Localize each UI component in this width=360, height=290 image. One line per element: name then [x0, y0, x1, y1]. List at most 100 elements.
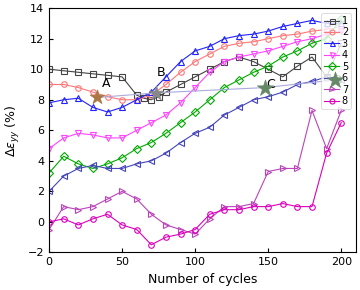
6 — [47, 190, 51, 193]
7 — [149, 213, 153, 216]
Line: 7: 7 — [46, 108, 344, 237]
4 — [105, 136, 110, 140]
1 — [266, 68, 270, 71]
4 — [266, 49, 270, 53]
7 — [76, 208, 80, 211]
1 — [295, 64, 300, 68]
8 — [135, 228, 139, 231]
4 — [295, 40, 300, 44]
1 — [237, 55, 241, 59]
1 — [157, 95, 161, 98]
7 — [62, 205, 66, 208]
Line: 4: 4 — [46, 28, 344, 151]
8 — [193, 228, 197, 231]
1 — [120, 75, 124, 79]
4 — [47, 147, 51, 150]
2 — [76, 86, 80, 89]
3 — [164, 75, 168, 79]
6 — [120, 167, 124, 170]
Point — [333, 78, 338, 82]
1 — [149, 98, 153, 102]
2 — [339, 25, 343, 28]
5 — [208, 98, 212, 102]
1 — [222, 60, 226, 63]
8 — [222, 208, 226, 211]
5 — [266, 64, 270, 68]
3 — [295, 22, 300, 25]
8 — [208, 213, 212, 216]
1 — [324, 75, 329, 79]
1 — [62, 69, 66, 72]
4 — [237, 55, 241, 59]
2 — [266, 37, 270, 40]
5 — [310, 41, 314, 45]
7 — [237, 205, 241, 208]
7 — [193, 232, 197, 236]
8 — [164, 235, 168, 239]
1 — [142, 97, 146, 100]
8 — [91, 217, 95, 221]
3 — [62, 98, 66, 102]
7 — [310, 109, 314, 112]
Text: A: A — [102, 77, 110, 90]
7 — [208, 217, 212, 221]
6 — [339, 78, 343, 82]
1 — [208, 68, 212, 71]
1 — [47, 68, 51, 71]
7 — [339, 109, 343, 112]
1 — [310, 55, 314, 59]
7 — [105, 197, 110, 201]
5 — [193, 110, 197, 114]
6 — [237, 106, 241, 109]
Line: 6: 6 — [46, 74, 344, 194]
6 — [164, 151, 168, 155]
7 — [251, 202, 256, 205]
5 — [237, 78, 241, 82]
8 — [179, 232, 183, 236]
3 — [120, 106, 124, 109]
7 — [324, 147, 329, 150]
1 — [193, 75, 197, 79]
5 — [339, 17, 343, 21]
8 — [120, 223, 124, 227]
6 — [251, 98, 256, 102]
8 — [105, 213, 110, 216]
1 — [339, 41, 343, 45]
8 — [310, 205, 314, 208]
6 — [105, 167, 110, 170]
2 — [179, 70, 183, 74]
2 — [91, 90, 95, 94]
4 — [164, 113, 168, 117]
8 — [266, 205, 270, 208]
2 — [164, 83, 168, 86]
Point — [153, 90, 159, 95]
8 — [237, 208, 241, 211]
3 — [193, 49, 197, 53]
4 — [120, 136, 124, 140]
3 — [339, 22, 343, 25]
3 — [237, 34, 241, 37]
4 — [324, 32, 329, 36]
7 — [135, 197, 139, 201]
Line: 3: 3 — [46, 18, 344, 115]
1 — [135, 93, 139, 97]
5 — [251, 70, 256, 74]
3 — [47, 101, 51, 105]
2 — [310, 29, 314, 33]
2 — [295, 32, 300, 36]
4 — [149, 121, 153, 124]
7 — [281, 167, 285, 170]
1 — [105, 74, 110, 77]
Line: 1: 1 — [46, 41, 344, 103]
5 — [62, 155, 66, 158]
Text: C: C — [267, 78, 275, 91]
7 — [179, 228, 183, 231]
5 — [105, 162, 110, 166]
5 — [149, 141, 153, 144]
2 — [135, 98, 139, 102]
4 — [179, 101, 183, 105]
2 — [237, 41, 241, 45]
X-axis label: Number of cycles: Number of cycles — [148, 273, 257, 286]
6 — [266, 95, 270, 98]
3 — [266, 29, 270, 33]
